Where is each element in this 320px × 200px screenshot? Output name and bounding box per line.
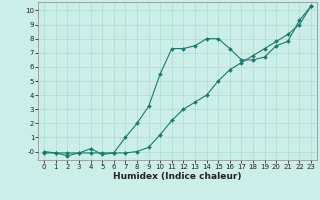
X-axis label: Humidex (Indice chaleur): Humidex (Indice chaleur) — [113, 172, 242, 181]
